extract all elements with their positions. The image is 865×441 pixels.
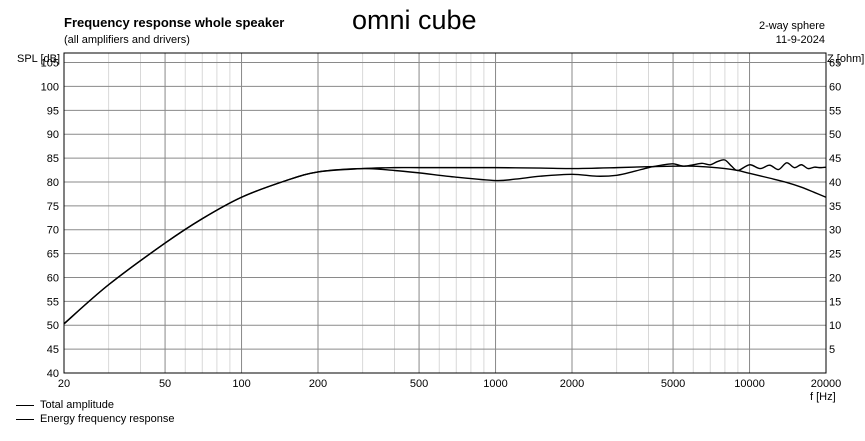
major-grid xyxy=(63,53,827,374)
info-line-1: 2-way sphere xyxy=(758,20,825,32)
y-tick-label: 105 xyxy=(41,58,59,70)
plot-frame xyxy=(63,52,827,374)
x-tick-label: 100 xyxy=(232,378,250,390)
y2-axis-label: Z [ohm] xyxy=(827,53,865,65)
y-ticks-left: 40 45 50 55 60 65 70 75 80 85 90 95 100 105 xyxy=(41,58,59,380)
legend-swatch xyxy=(16,404,34,406)
y-tick-label: 50 xyxy=(47,320,59,332)
y-tick-label: 65 xyxy=(47,249,59,261)
x-tick-label: 50 xyxy=(159,378,171,390)
y-tick-label: 40 xyxy=(47,368,59,380)
y2-tick-label: 20 xyxy=(829,272,841,284)
legend-label: Total amplitude xyxy=(40,399,114,411)
y-tick-label: 85 xyxy=(47,153,59,165)
y2-tick-label: 30 xyxy=(829,225,841,237)
y-tick-label: 95 xyxy=(47,105,59,117)
y2-tick-label: 65 xyxy=(829,58,841,70)
x-ticks: 20 50 100 200 500 1000 2000 5000 10000 20000 xyxy=(58,378,841,390)
chart-subtitle: (all amplifiers and drivers) xyxy=(64,34,190,46)
x-tick-label: 200 xyxy=(309,378,327,390)
y-tick-label: 90 xyxy=(47,129,59,141)
legend-item-energy-response: Energy frequency response xyxy=(16,413,175,425)
y-tick-label: 55 xyxy=(47,296,59,308)
series-line-total-amplitude xyxy=(63,159,827,325)
x-tick-label: 5000 xyxy=(661,378,685,390)
chart-title: Frequency response whole speaker xyxy=(64,15,285,30)
y2-tick-label: 50 xyxy=(829,129,841,141)
legend-swatch xyxy=(16,418,34,420)
x-tick-label: 1000 xyxy=(483,378,507,390)
y2-tick-label: 35 xyxy=(829,201,841,213)
legend-item-total-amplitude: Total amplitude xyxy=(16,399,114,411)
y-tick-label: 100 xyxy=(41,81,59,93)
y-tick-label: 70 xyxy=(47,225,59,237)
x-tick-label: 10000 xyxy=(734,378,765,390)
y2-tick-label: 25 xyxy=(829,249,841,261)
series-layer xyxy=(63,159,827,325)
y2-tick-label: 55 xyxy=(829,105,841,117)
y-tick-label: 80 xyxy=(47,177,59,189)
x-tick-label: 2000 xyxy=(560,378,584,390)
chart-annotation: omni cube xyxy=(352,5,477,35)
y2-tick-label: 60 xyxy=(829,81,841,93)
y2-tick-label: 15 xyxy=(829,296,841,308)
y-tick-label: 75 xyxy=(47,201,59,213)
x-axis-label: f [Hz] xyxy=(810,391,836,403)
y-tick-label: 45 xyxy=(47,344,59,356)
y-ticks-right: 5 10 15 20 25 30 35 40 45 50 55 60 65 xyxy=(829,58,841,357)
y2-tick-label: 5 xyxy=(829,344,835,356)
y-tick-label: 60 xyxy=(47,272,59,284)
legend-label: Energy frequency response xyxy=(40,413,175,425)
series-line-energy-response xyxy=(63,165,827,325)
y2-tick-label: 40 xyxy=(829,177,841,189)
y2-tick-label: 45 xyxy=(829,153,841,165)
y2-tick-label: 10 xyxy=(829,320,841,332)
x-tick-label: 20000 xyxy=(811,378,842,390)
info-line-2: 11-9-2024 xyxy=(775,34,825,46)
x-tick-label: 20 xyxy=(58,378,70,390)
y-axis-label: SPL [dB] xyxy=(17,53,61,65)
x-tick-label: 500 xyxy=(410,378,428,390)
